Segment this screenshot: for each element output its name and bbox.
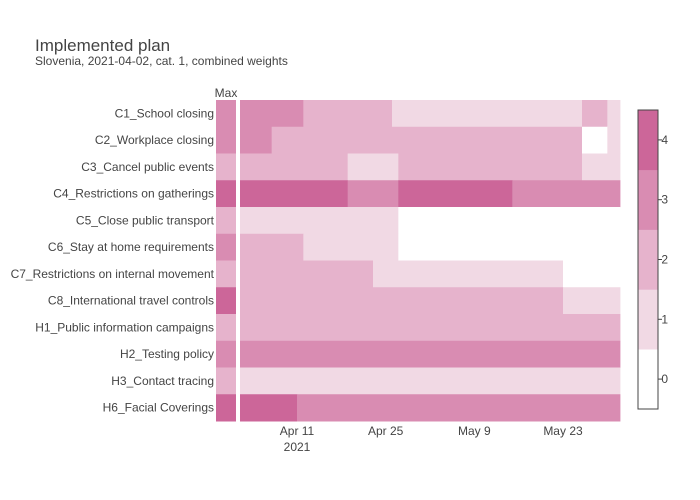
row-label: C6_Stay at home requirements (48, 240, 214, 254)
heatmap-cell (607, 100, 621, 128)
max-cell (216, 153, 236, 181)
x-tick-label: Apr 25 (368, 424, 404, 438)
row-label: C8_International travel controls (48, 294, 214, 308)
heatmap-cell (563, 287, 621, 315)
heatmap-cell (240, 180, 349, 208)
max-cell (216, 287, 236, 315)
colorbar-tick-label: 0 (661, 372, 668, 386)
heatmap-cell (240, 340, 621, 368)
row-label: H2_Testing policy (120, 347, 214, 361)
heatmap-cells (240, 100, 621, 422)
heatmap-cell (563, 260, 621, 288)
max-cell (216, 100, 236, 128)
x-tick-label: Apr 11 (280, 424, 315, 438)
max-cell (216, 314, 236, 342)
row-label: C4_Restrictions on gatherings (53, 187, 214, 201)
colorbar-tick-label: 3 (661, 193, 668, 207)
max-cell (216, 233, 236, 261)
x-axis: Apr 11 2021 Apr 25 May 9 May 23 (280, 424, 583, 454)
row-label: C2_Workplace closing (95, 133, 214, 147)
heatmap-cell (240, 126, 273, 154)
colorbar-band (638, 169, 658, 230)
max-cell (216, 367, 236, 395)
heatmap-cell (607, 126, 621, 154)
heatmap-cell (582, 153, 621, 181)
heatmap-cell (240, 260, 374, 288)
heatmap-cell (297, 394, 621, 422)
colorbar-tick-label: 2 (661, 253, 668, 267)
colorbar-tick-label: 1 (661, 312, 668, 326)
x-tick-year-label: 2021 (284, 440, 311, 454)
row-label: C3_Cancel public events (81, 160, 214, 174)
colorbar-tick-label: 4 (661, 133, 668, 147)
chart-title: Implemented plan (35, 36, 170, 55)
row-label: C1_School closing (115, 106, 214, 120)
heatmap-cell (240, 394, 298, 422)
max-cell (216, 126, 236, 154)
max-column (216, 100, 236, 422)
heatmap-cell (240, 367, 621, 395)
heatmap-cell (347, 153, 399, 181)
heatmap-cell (240, 100, 304, 128)
max-cell (216, 394, 236, 422)
heatmap-cell (303, 233, 399, 261)
heatmap-cell (373, 260, 564, 288)
chart-subtitle: Slovenia, 2021-04-02, cat. 1, combined w… (35, 54, 288, 68)
row-label: C7_Restrictions on internal movement (11, 267, 215, 281)
max-cell (216, 260, 236, 288)
row-labels: C1_School closing C2_Workplace closing C3_… (11, 106, 215, 414)
heatmap-cell (398, 233, 621, 261)
heatmap-cell (240, 233, 304, 261)
heatmap-cell (271, 126, 583, 154)
heatmap-cell (398, 180, 513, 208)
heatmap-cell (398, 207, 621, 235)
max-column-label: Max (215, 86, 238, 100)
x-tick-label: May 23 (543, 424, 583, 438)
heatmap-cell (582, 126, 608, 154)
row-label: H3_Contact tracing (111, 374, 214, 388)
colorbar-band (638, 349, 658, 410)
colorbar-band (638, 229, 658, 290)
colorbar: 0 1 2 3 4 (637, 109, 668, 410)
row-label: H1_Public information campaigns (35, 320, 214, 334)
heatmap-cell (240, 287, 564, 315)
max-cell (216, 340, 236, 368)
heatmap-cell (347, 180, 399, 208)
heatmap-cell (582, 100, 608, 128)
x-tick-label: May 9 (458, 424, 491, 438)
max-cell (216, 207, 236, 235)
heatmap-cell (303, 100, 393, 128)
row-label: H6_Facial Coverings (103, 401, 214, 415)
heatmap-cell (240, 153, 349, 181)
heatmap-cell (240, 207, 399, 235)
heatmap-cell (512, 180, 621, 208)
colorbar-band (638, 289, 658, 350)
row-label: C5_Close public transport (76, 213, 215, 227)
heatmap-cell (398, 153, 583, 181)
heatmap-cell (240, 314, 621, 342)
colorbar-band (638, 110, 658, 171)
max-cell (216, 180, 236, 208)
heatmap-cell (392, 100, 583, 128)
